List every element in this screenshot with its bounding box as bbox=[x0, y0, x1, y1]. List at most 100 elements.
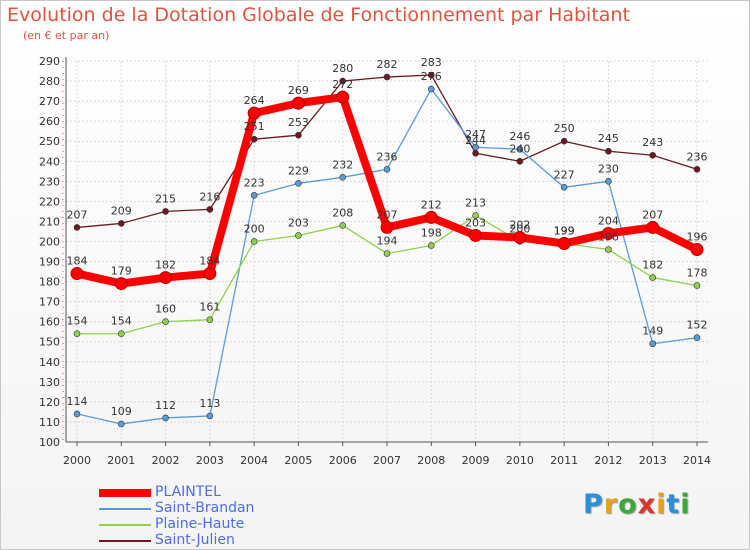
y-tick-label: 140 bbox=[39, 356, 60, 369]
data-point bbox=[383, 73, 391, 81]
logo-letter: i bbox=[656, 489, 667, 520]
y-tick-label: 260 bbox=[39, 115, 60, 128]
data-point bbox=[336, 90, 350, 104]
x-tick-label: 2009 bbox=[462, 454, 490, 467]
data-label: 204 bbox=[598, 214, 619, 227]
data-label: 264 bbox=[244, 94, 265, 107]
data-label: 160 bbox=[155, 303, 176, 316]
data-label: 207 bbox=[67, 208, 88, 221]
data-label: 230 bbox=[598, 162, 619, 175]
series-layer bbox=[70, 71, 704, 428]
data-point bbox=[295, 232, 302, 239]
logo-letter: i bbox=[680, 489, 691, 520]
data-label: 280 bbox=[332, 62, 353, 75]
legend-label: PLAINTEL bbox=[155, 484, 221, 500]
y-tick-label: 270 bbox=[39, 95, 60, 108]
data-label: 184 bbox=[199, 255, 220, 268]
y-tick-label: 230 bbox=[39, 175, 60, 188]
data-label: 109 bbox=[111, 405, 132, 418]
data-label: 246 bbox=[509, 130, 530, 143]
x-tick-label: 2008 bbox=[417, 454, 445, 467]
data-label: 229 bbox=[288, 164, 309, 177]
legend-label: Plaine-Haute bbox=[155, 516, 245, 532]
data-label: 198 bbox=[421, 226, 442, 239]
data-label: 196 bbox=[687, 230, 708, 243]
x-tick-label: 2000 bbox=[63, 454, 91, 467]
legend-swatch bbox=[99, 489, 151, 497]
data-point bbox=[601, 226, 615, 240]
logo-letter: t bbox=[666, 489, 681, 520]
data-label: 212 bbox=[421, 198, 442, 211]
x-tick-label: 2005 bbox=[284, 454, 312, 467]
data-point bbox=[690, 242, 704, 256]
data-point bbox=[203, 267, 217, 281]
logo-letter: o bbox=[618, 489, 638, 520]
y-tick-label: 110 bbox=[39, 416, 60, 429]
y-tick-label: 250 bbox=[39, 135, 60, 148]
data-label: 114 bbox=[67, 395, 88, 408]
data-point bbox=[427, 242, 435, 249]
data-label: 203 bbox=[288, 216, 309, 229]
data-label: 272 bbox=[332, 78, 353, 91]
data-point bbox=[117, 420, 125, 428]
data-point bbox=[339, 222, 347, 229]
data-label: 207 bbox=[377, 208, 398, 221]
data-label: 282 bbox=[377, 58, 398, 71]
logo-letter: x bbox=[637, 489, 657, 520]
data-label: 208 bbox=[332, 206, 353, 219]
data-label: 247 bbox=[465, 128, 486, 141]
x-tick-label: 2012 bbox=[594, 454, 622, 467]
data-point bbox=[693, 282, 701, 289]
legend-swatch bbox=[99, 524, 151, 526]
y-tick-label: 240 bbox=[39, 155, 60, 168]
data-label: 253 bbox=[288, 116, 309, 129]
data-point bbox=[339, 77, 347, 85]
line-chart: 100 110 120 130 140 150 160 170 180 190 200 210 220 2… bbox=[39, 55, 711, 467]
x-tick-label: 2007 bbox=[373, 454, 401, 467]
x-tick-label: 2004 bbox=[240, 454, 268, 467]
y-tick-label: 200 bbox=[39, 235, 60, 248]
data-point bbox=[206, 316, 214, 323]
data-label: 200 bbox=[244, 222, 265, 235]
data-point bbox=[383, 250, 391, 257]
data-label: 199 bbox=[554, 224, 575, 237]
data-label: 213 bbox=[465, 196, 486, 209]
data-label: 154 bbox=[67, 315, 88, 328]
data-label: 209 bbox=[111, 204, 132, 217]
data-point bbox=[73, 224, 81, 231]
chart-subtitle: (en € et par an) bbox=[23, 29, 110, 42]
data-point bbox=[646, 220, 660, 234]
y-tick-label: 190 bbox=[39, 256, 60, 269]
data-labels: 207 209 215 216 251 253 280 282 283 244 240 250 245 2… bbox=[67, 56, 708, 418]
y-tick-label: 180 bbox=[39, 276, 60, 289]
data-label: 184 bbox=[67, 255, 88, 268]
x-tick-label: 2001 bbox=[107, 454, 135, 467]
data-label: 283 bbox=[421, 56, 442, 69]
y-tick-label: 280 bbox=[39, 75, 60, 88]
data-point bbox=[117, 220, 125, 227]
legend-label: Saint-Brandan bbox=[155, 500, 255, 516]
data-label: 276 bbox=[421, 70, 442, 83]
data-point bbox=[250, 135, 258, 143]
data-point bbox=[70, 267, 84, 281]
legend-swatch bbox=[99, 540, 151, 542]
data-label: 178 bbox=[687, 267, 708, 280]
data-label: 149 bbox=[642, 325, 663, 338]
data-label: 269 bbox=[288, 84, 309, 97]
x-tick-label: 2003 bbox=[196, 454, 224, 467]
data-label: 244 bbox=[465, 134, 486, 147]
logo-letter: P bbox=[583, 489, 604, 520]
data-label: 152 bbox=[687, 319, 708, 332]
data-label: 236 bbox=[377, 150, 398, 163]
data-point bbox=[516, 145, 524, 153]
data-point bbox=[605, 147, 612, 155]
y-tick-label: 120 bbox=[39, 396, 60, 409]
data-label: 200 bbox=[509, 222, 530, 235]
chart-title: Evolution de la Dotation Globale de Fonc… bbox=[7, 4, 630, 26]
legend-swatch bbox=[99, 508, 151, 510]
y-tick-label: 150 bbox=[39, 336, 60, 349]
data-point bbox=[557, 236, 571, 250]
data-label: 223 bbox=[244, 176, 265, 189]
y-tick-label: 290 bbox=[39, 55, 60, 68]
